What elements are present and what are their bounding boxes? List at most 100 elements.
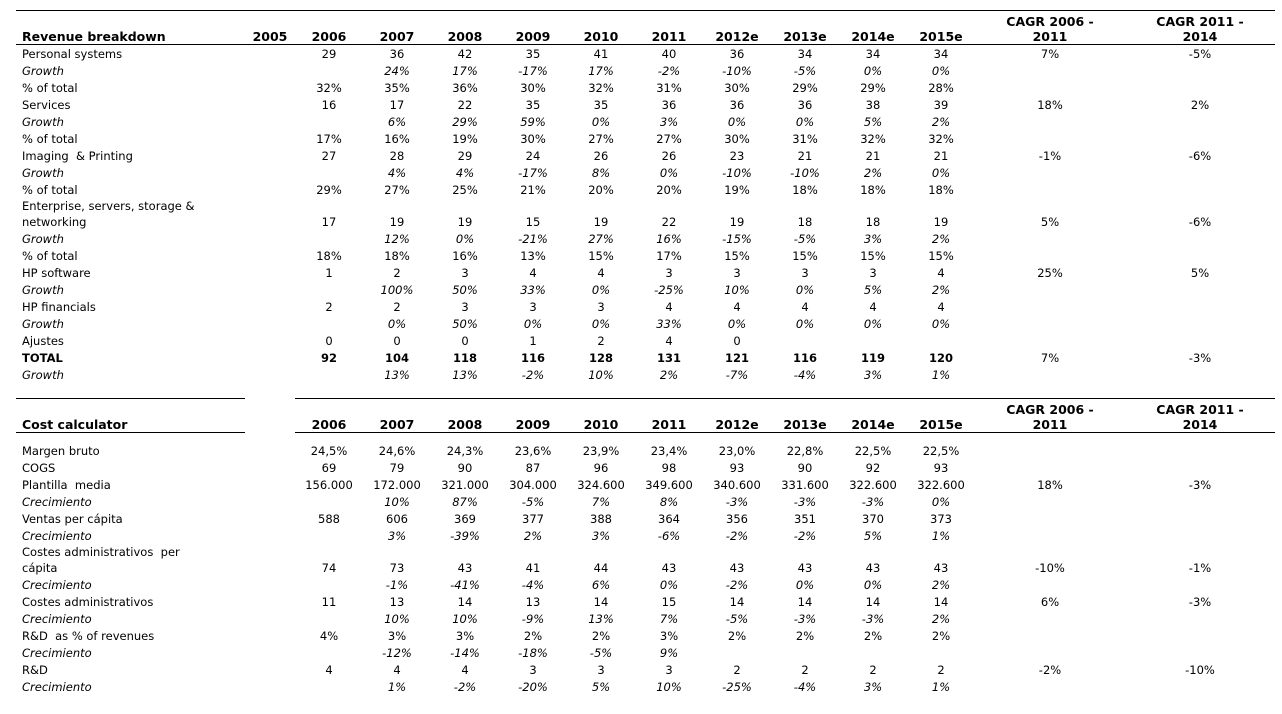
cell: 0 [733, 334, 741, 348]
column-header-year: 2014e [839, 10, 907, 45]
cell: 98 [661, 461, 677, 475]
cell: 31% [656, 81, 682, 95]
row-label: % of total [22, 132, 78, 146]
cell: -41% [450, 578, 480, 592]
cell: 0% [659, 166, 679, 180]
cell: 36 [797, 98, 813, 112]
cell: 0 [325, 334, 333, 348]
cell: 43 [797, 561, 813, 575]
cell [771, 644, 839, 661]
row-label: Personal systems [22, 47, 123, 61]
table-row: Imaging & Printing 27 28 29 24 26 26 23 21 21 21 -1… [16, 147, 1275, 164]
cell: 116 [520, 351, 545, 365]
cell: 24,6% [378, 444, 416, 458]
table-row: Services 16 17 22 35 35 36 36 36 38 39 18% 2% [16, 96, 1275, 113]
cell: 304.000 [509, 478, 557, 492]
cell: 15% [792, 249, 818, 263]
cell [1125, 230, 1275, 247]
cell: 0% [387, 317, 407, 331]
header-row: Cost calculator 2006 2007 2008 2009 2010 2011 2… [16, 398, 1275, 433]
cell: 4 [325, 663, 333, 677]
cell [295, 576, 363, 593]
cell: 34 [797, 47, 813, 61]
table-row: Growth 24% 17% -17% 17% -2% -10% -5% 0% 0% [16, 62, 1275, 79]
cell: 16% [452, 249, 478, 263]
cell: 13% [384, 368, 410, 382]
cell [245, 593, 295, 610]
cell: 14 [797, 595, 813, 609]
cell [295, 493, 363, 510]
cell: 364 [658, 512, 680, 526]
cell: 19% [452, 132, 478, 146]
cell: 16% [384, 132, 410, 146]
row-label: Crecimiento [22, 578, 92, 592]
cell [1125, 79, 1275, 96]
cell: 321.000 [441, 478, 489, 492]
cell: 4% [387, 166, 407, 180]
cell: 29% [316, 183, 342, 197]
column-header-year: 2015e [907, 10, 975, 45]
cell: 14 [457, 595, 473, 609]
cell: 7% [1040, 47, 1060, 61]
cell: 9% [659, 646, 679, 660]
cell: 43 [457, 561, 473, 575]
cell: 18% [384, 249, 410, 263]
cell: 156.000 [305, 478, 353, 492]
cell [1125, 493, 1275, 510]
cell: 3% [863, 680, 883, 694]
cell: 20% [588, 183, 614, 197]
column-header-year: 2010 [567, 398, 635, 433]
column-header-year: 2011 [635, 398, 703, 433]
cell: -5% [793, 232, 817, 246]
cell: 4 [665, 300, 673, 314]
cell: 21 [933, 149, 949, 163]
cell: -2% [657, 64, 681, 78]
cell: 0% [863, 578, 883, 592]
cell: 12% [384, 232, 410, 246]
cell: 40 [661, 47, 677, 61]
cell: 1 [325, 266, 333, 280]
cell [245, 544, 295, 576]
cell: 0 [393, 334, 401, 348]
cell: 0% [795, 578, 815, 592]
table-row: % of total 18% 18% 16% 13% 15% 17% 15% 15% 15% 15% [16, 247, 1275, 264]
cell: 26 [661, 149, 677, 163]
cell: 44 [593, 561, 609, 575]
row-label: Crecimiento [22, 646, 92, 660]
column-header-year [245, 399, 295, 433]
cell: 36% [452, 81, 478, 95]
cell: 13 [389, 595, 405, 609]
cell: 28% [928, 81, 954, 95]
column-header-year: 2006 [295, 398, 363, 433]
cell [975, 62, 1125, 79]
cost-calculator-table: Cost calculator 2006 2007 2008 2009 2010 2011 2… [16, 398, 1275, 695]
cell [245, 678, 295, 695]
column-header-year: 2014e [839, 398, 907, 433]
cell [245, 62, 295, 79]
cell: -25% [654, 283, 684, 297]
cell: -3% [793, 612, 817, 626]
cell: -2% [725, 578, 749, 592]
cell [295, 527, 363, 544]
cell [975, 298, 1125, 315]
cell: 351 [794, 512, 816, 526]
row-label: Growth [22, 166, 64, 180]
cell: 18% [1037, 98, 1063, 112]
table-row: Ajustes 0 0 0 1 2 4 0 [16, 332, 1275, 349]
cell: 2 [393, 300, 401, 314]
cell: 33% [656, 317, 682, 331]
cell: -5% [1188, 47, 1212, 61]
cell: 340.600 [713, 478, 761, 492]
row-label: Margen bruto [22, 444, 100, 458]
cell [975, 332, 1125, 349]
cell: 0% [795, 283, 815, 297]
cell [1125, 298, 1275, 315]
cell [975, 164, 1125, 181]
table-row: Ventas per cápita 588 606 369 377 388 364 356 35… [16, 510, 1275, 527]
cell: 10% [656, 680, 682, 694]
cell: 3% [863, 232, 883, 246]
cell: 2% [931, 629, 951, 643]
cell: 3 [801, 266, 809, 280]
table-row: Costes administrativos per cápita 74 73 43 4… [16, 544, 1275, 576]
cell: 4% [455, 166, 475, 180]
